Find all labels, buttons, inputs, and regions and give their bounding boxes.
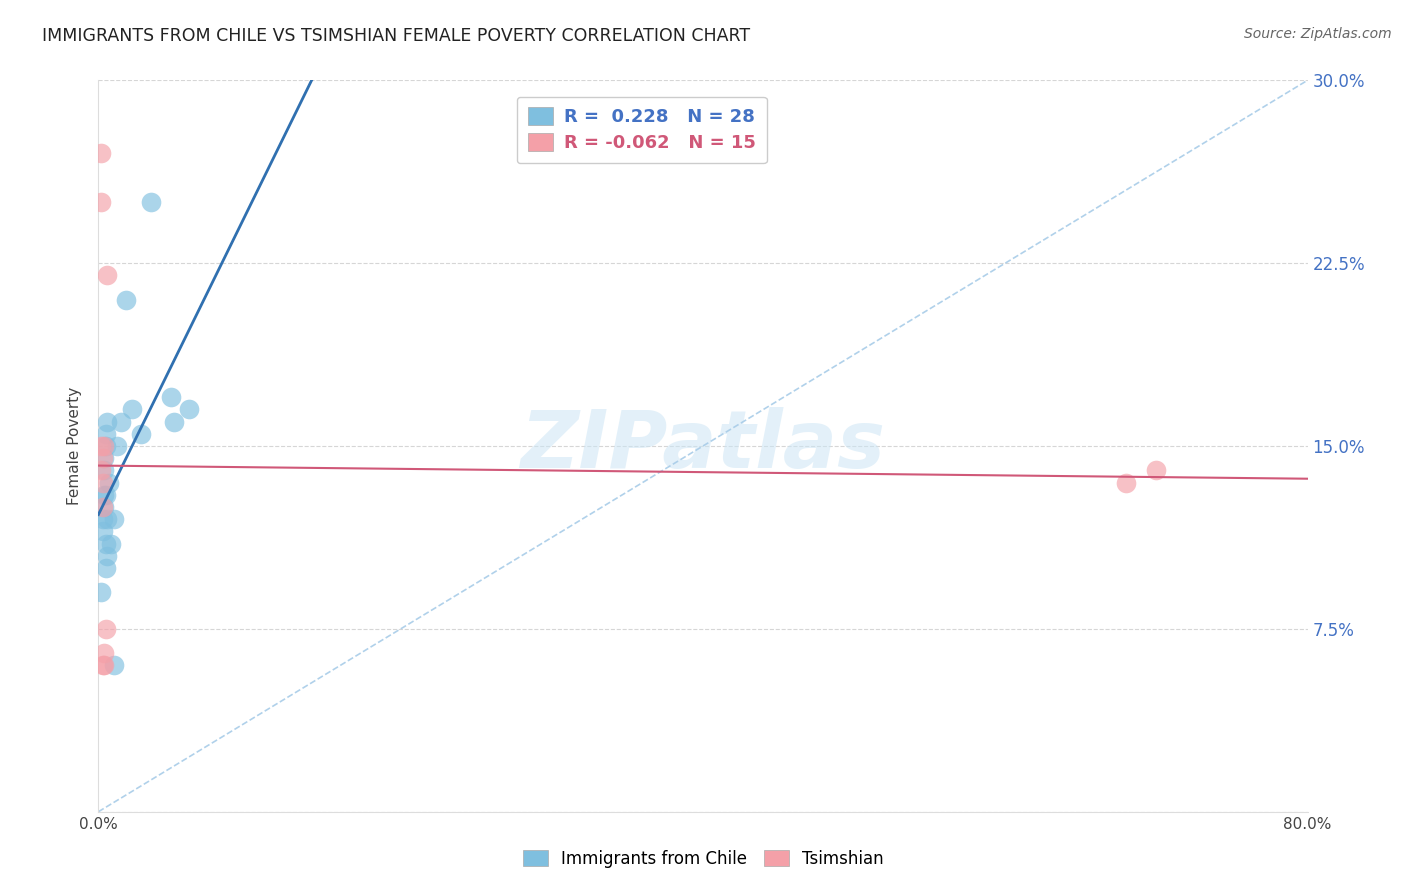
Point xyxy=(94,561,117,575)
Point xyxy=(91,475,114,490)
Legend: Immigrants from Chile, Tsimshian: Immigrants from Chile, Tsimshian xyxy=(516,844,890,875)
Point xyxy=(91,451,114,466)
Point xyxy=(1144,463,1167,477)
Point xyxy=(93,451,115,466)
Text: IMMIGRANTS FROM CHILE VS TSIMSHIAN FEMALE POVERTY CORRELATION CHART: IMMIGRANTS FROM CHILE VS TSIMSHIAN FEMAL… xyxy=(42,27,751,45)
Point xyxy=(93,488,115,502)
Point xyxy=(93,500,115,514)
Point xyxy=(96,512,118,526)
Text: Source: ZipAtlas.com: Source: ZipAtlas.com xyxy=(1244,27,1392,41)
Point xyxy=(129,426,152,441)
Legend: R =  0.228   N = 28, R = -0.062   N = 15: R = 0.228 N = 28, R = -0.062 N = 15 xyxy=(517,96,766,163)
Point xyxy=(90,585,112,599)
Point xyxy=(96,549,118,563)
Point xyxy=(90,195,112,210)
Point xyxy=(103,658,125,673)
Point xyxy=(114,293,136,307)
Point xyxy=(1115,475,1137,490)
Point xyxy=(179,402,201,417)
Point xyxy=(98,475,121,490)
Point xyxy=(103,512,125,526)
Point xyxy=(91,524,114,539)
Y-axis label: Female Poverty: Female Poverty xyxy=(67,387,83,505)
Point xyxy=(141,195,163,210)
Point xyxy=(160,390,183,404)
Point xyxy=(105,439,128,453)
Point xyxy=(93,658,115,673)
Point xyxy=(121,402,143,417)
Point xyxy=(96,268,118,283)
Point xyxy=(93,646,115,660)
Point xyxy=(90,439,112,453)
Point xyxy=(94,439,117,453)
Point xyxy=(94,622,117,636)
Text: ZIPatlas: ZIPatlas xyxy=(520,407,886,485)
Point xyxy=(94,536,117,550)
Point xyxy=(96,415,118,429)
Point xyxy=(93,463,115,477)
Point xyxy=(94,488,117,502)
Point xyxy=(94,426,117,441)
Point xyxy=(91,658,114,673)
Point xyxy=(91,500,114,514)
Point xyxy=(90,146,112,161)
Point xyxy=(90,463,112,477)
Point xyxy=(91,512,114,526)
Point xyxy=(100,536,122,550)
Point xyxy=(110,415,132,429)
Point xyxy=(163,415,186,429)
Point xyxy=(93,439,115,453)
